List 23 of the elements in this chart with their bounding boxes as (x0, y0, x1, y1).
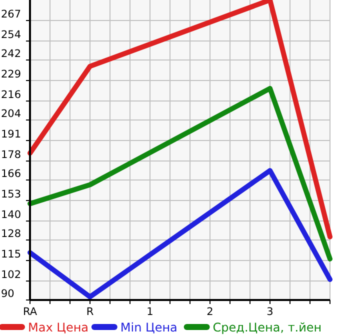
x-tick-label: RA (22, 306, 38, 318)
legend-label: Min Цена (120, 320, 178, 334)
y-tick-label: 242 (1, 48, 22, 60)
y-tick-label: 204 (1, 108, 22, 120)
legend-label: Сред.Цена, т.йен (212, 320, 322, 334)
y-tick-label: 102 (1, 269, 22, 282)
y-tick-label: 128 (1, 228, 22, 240)
y-tick-label: 115 (1, 248, 22, 261)
x-tick-label: 1 (146, 306, 154, 318)
legend-label: Max Цена (28, 320, 89, 334)
y-tick-label: 166 (1, 168, 22, 180)
y-tick-label: 90 (1, 288, 14, 300)
x-tick-label: R (86, 306, 94, 318)
y-tick-label: 191 (1, 128, 22, 141)
y-tick-label: 153 (1, 188, 22, 201)
x-tick-label: 2 (206, 306, 214, 318)
y-tick-label: 140 (1, 209, 22, 222)
y-tick-label: 178 (1, 149, 22, 162)
y-tick-label: 216 (1, 89, 22, 102)
x-tick-label: 3 (266, 306, 274, 318)
y-tick-label: 254 (1, 29, 22, 42)
y-tick-label: 267 (1, 8, 22, 21)
y-tick-label: 229 (1, 68, 22, 81)
